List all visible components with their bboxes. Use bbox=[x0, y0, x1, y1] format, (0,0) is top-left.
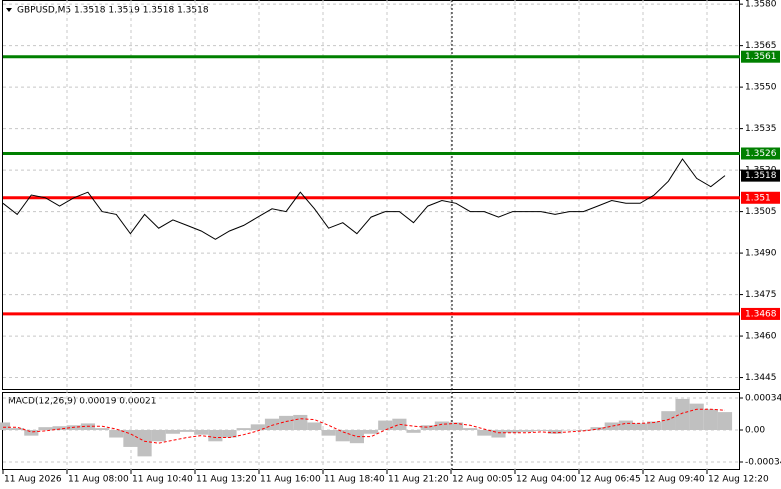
x-tick-label: 11 Aug 21:20 bbox=[388, 475, 449, 485]
macd-bar bbox=[448, 422, 464, 430]
x-tick-label: 12 Aug 06:45 bbox=[580, 475, 641, 485]
y-tick-label: 1.3505 bbox=[745, 207, 777, 217]
x-tick-label: 11 Aug 10:40 bbox=[132, 475, 193, 485]
level-label: 1.3468 bbox=[745, 309, 777, 319]
y-tick-label: 1.3475 bbox=[745, 290, 777, 300]
macd-bar bbox=[179, 429, 195, 432]
level-tag bbox=[741, 191, 780, 204]
macd-bar bbox=[434, 421, 449, 430]
x-tick-label: 12 Aug 09:40 bbox=[644, 475, 705, 485]
macd-bar bbox=[321, 429, 336, 436]
y-tick-label: 1.3580 bbox=[745, 0, 777, 10]
macd-bar bbox=[505, 429, 520, 433]
x-tick-label: 11 Aug 13:20 bbox=[196, 475, 257, 485]
macd-bar bbox=[604, 422, 619, 430]
x-tick-label: 12 Aug 00:05 bbox=[452, 475, 513, 485]
y-tick-label: 1.3535 bbox=[745, 124, 777, 134]
macd-bar bbox=[293, 414, 308, 430]
macd-bar bbox=[222, 429, 237, 438]
macd-bar bbox=[137, 429, 152, 457]
x-tick-label: 11 Aug 16:00 bbox=[260, 475, 321, 485]
macd-bar bbox=[533, 429, 549, 431]
current-price-tag bbox=[741, 169, 780, 182]
level-label: 1.3561 bbox=[745, 52, 777, 62]
price-line bbox=[2, 158, 726, 240]
macd-bar bbox=[0, 422, 11, 430]
macd-bar bbox=[519, 429, 534, 432]
current-price-label: 1.3518 bbox=[745, 171, 777, 181]
macd-bar bbox=[590, 427, 605, 430]
macd-bar bbox=[392, 418, 407, 430]
macd-bar bbox=[349, 429, 364, 444]
level-tag bbox=[741, 50, 780, 63]
macd-bar bbox=[236, 428, 251, 430]
level-label: 1.3526 bbox=[745, 149, 777, 159]
level-label: 1.351 bbox=[745, 193, 771, 203]
macd-bar bbox=[378, 420, 393, 430]
macd-bar bbox=[632, 423, 648, 430]
macd-bar bbox=[95, 428, 110, 430]
macd-bar bbox=[675, 398, 690, 430]
macd-bar bbox=[703, 409, 718, 430]
x-tick-label: 12 Aug 04:00 bbox=[516, 475, 577, 485]
macd-bar bbox=[264, 418, 280, 430]
macd-bar bbox=[38, 427, 53, 430]
menu-arrow bbox=[6, 8, 12, 12]
macd-bar bbox=[165, 429, 180, 434]
macd-header: MACD(12,26,9) 0.00019 0.00021 bbox=[8, 397, 157, 407]
macd-bar bbox=[491, 429, 506, 438]
macd-bar bbox=[661, 411, 676, 430]
y-tick-label: 1.3445 bbox=[745, 373, 777, 383]
macd-bar bbox=[52, 426, 67, 430]
y-tick-label: 0.00 bbox=[745, 425, 765, 435]
macd-bar bbox=[279, 415, 294, 430]
macd-bar bbox=[689, 403, 704, 430]
macd-bar bbox=[10, 428, 25, 430]
x-tick-label: 11 Aug 08:00 bbox=[68, 475, 129, 485]
macd-bar bbox=[151, 429, 166, 442]
macd-bar bbox=[463, 428, 478, 430]
macd-bar bbox=[562, 429, 577, 431]
macd-bar bbox=[307, 422, 322, 430]
level-tag bbox=[741, 147, 780, 160]
y-tick-label: 1.3565 bbox=[745, 41, 777, 51]
macd-bar bbox=[477, 429, 492, 436]
macd-bar bbox=[717, 412, 733, 430]
macd-bar bbox=[109, 429, 124, 438]
macd-bar bbox=[406, 429, 421, 433]
symbol-header: GBPUSD,M5 1.3518 1.3519 1.3518 1.3518 bbox=[17, 6, 209, 16]
macd-bar bbox=[123, 429, 138, 447]
macd-bar bbox=[24, 429, 39, 436]
y-tick-label: 1.3460 bbox=[745, 332, 777, 342]
macd-bar bbox=[364, 429, 379, 434]
macd-bar bbox=[208, 429, 223, 442]
macd-bar bbox=[194, 429, 209, 435]
macd-bar bbox=[647, 421, 662, 430]
macd-bar bbox=[548, 429, 563, 434]
macd-bar bbox=[250, 424, 265, 430]
macd-bar bbox=[618, 420, 633, 430]
macd-bar bbox=[335, 429, 350, 442]
y-tick-label: 1.3550 bbox=[745, 83, 777, 93]
main-panel-frame bbox=[2, 0, 740, 390]
y-tick-label: -0.00034 bbox=[745, 457, 781, 467]
x-tick-label: 11 Aug 18:40 bbox=[324, 475, 385, 485]
x-tick-label: 11 Aug 2026 bbox=[4, 475, 62, 485]
y-tick-label: 0.00034 bbox=[745, 393, 781, 403]
y-tick-label: 1.3490 bbox=[745, 249, 777, 259]
macd-panel-frame bbox=[2, 392, 740, 470]
x-tick-label: 12 Aug 12:20 bbox=[708, 475, 769, 485]
macd-bar bbox=[420, 425, 435, 430]
signal-line bbox=[3, 408, 726, 444]
level-tag bbox=[741, 307, 780, 320]
